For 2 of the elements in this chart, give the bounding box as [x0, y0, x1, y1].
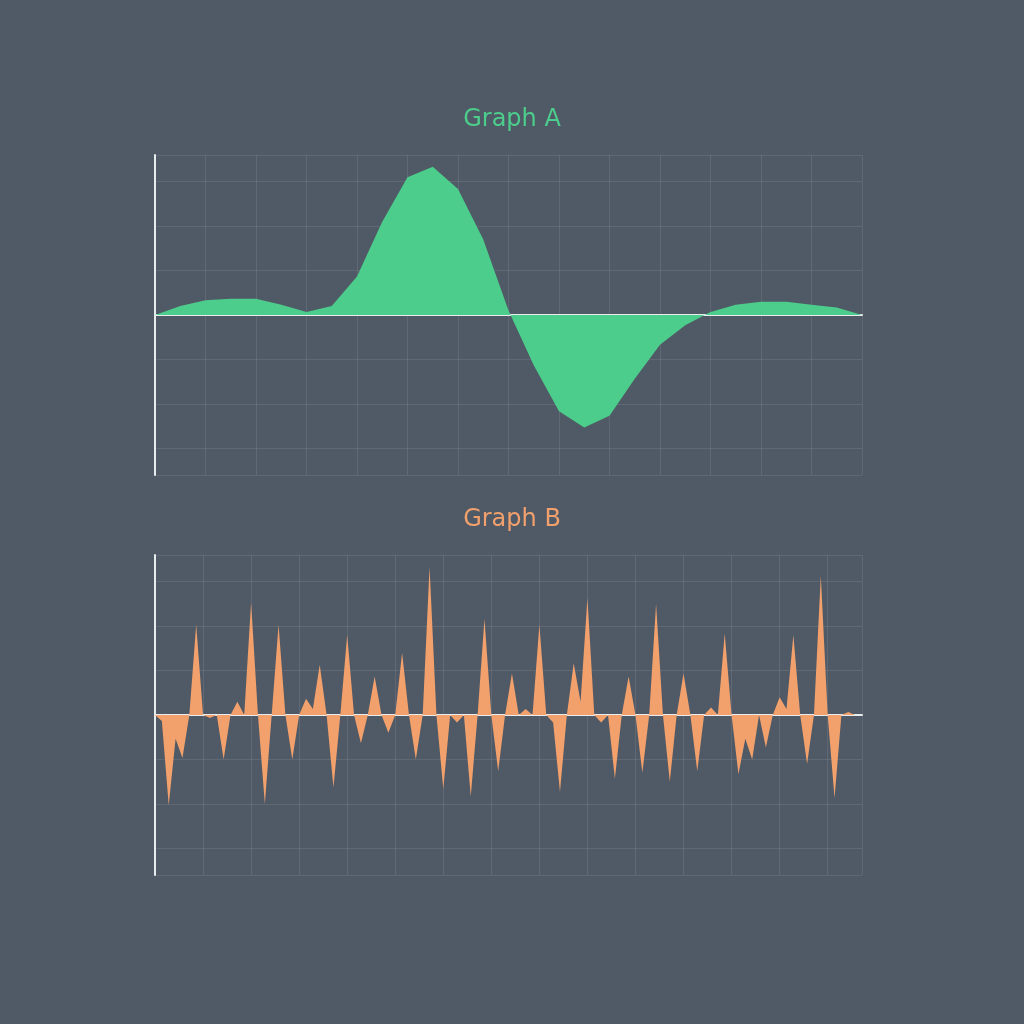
- chart-title: Graph A: [463, 104, 562, 132]
- chart-title: Graph B: [463, 504, 561, 532]
